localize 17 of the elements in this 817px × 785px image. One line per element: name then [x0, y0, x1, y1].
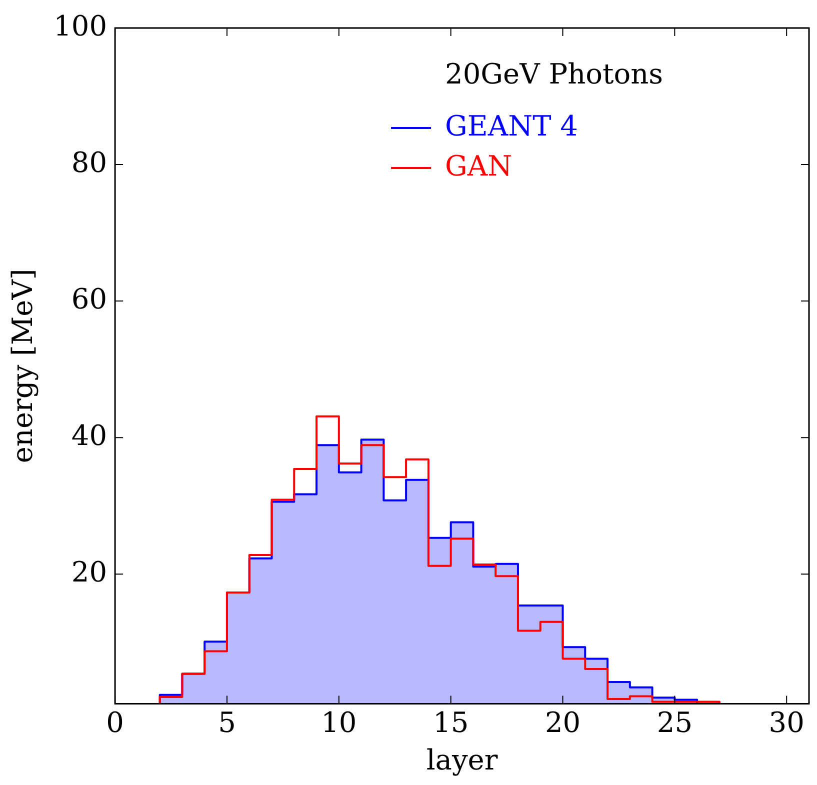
- x-tick-label: 15: [433, 706, 469, 739]
- y-axis-title: energy [MeV]: [6, 268, 40, 464]
- legend-label: GEANT 4: [445, 109, 578, 142]
- x-tick-label: 25: [656, 706, 693, 739]
- x-axis-title: layer: [426, 743, 498, 776]
- x-tick-label: 0: [106, 706, 124, 739]
- x-tick-label: 10: [321, 706, 357, 739]
- x-tick-label: 5: [218, 706, 236, 739]
- y-tick-label: 20: [71, 555, 108, 588]
- legend-title: 20GeV Photons: [445, 57, 663, 90]
- y-tick-label: 100: [54, 9, 108, 42]
- y-tick-label: 80: [71, 146, 108, 179]
- y-tick-label: 60: [71, 282, 108, 316]
- y-tick-label: 40: [71, 418, 108, 452]
- legend-label: GAN: [445, 149, 512, 182]
- x-tick-label: 20: [544, 706, 581, 739]
- x-tick-label: 30: [768, 706, 804, 739]
